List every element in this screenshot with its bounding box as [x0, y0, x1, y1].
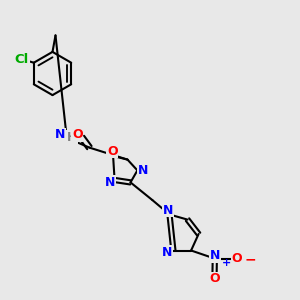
- Text: N: N: [163, 203, 173, 217]
- Text: −: −: [245, 253, 256, 266]
- Text: +: +: [222, 258, 231, 268]
- Text: N: N: [162, 245, 172, 259]
- Text: H: H: [67, 131, 77, 144]
- Text: N: N: [55, 128, 65, 142]
- Text: O: O: [209, 272, 220, 286]
- Text: N: N: [138, 164, 148, 177]
- Text: O: O: [107, 145, 118, 158]
- Text: O: O: [232, 252, 242, 265]
- Text: N: N: [105, 176, 115, 189]
- Text: O: O: [72, 128, 83, 142]
- Text: Cl: Cl: [15, 53, 29, 66]
- Text: N: N: [210, 249, 220, 262]
